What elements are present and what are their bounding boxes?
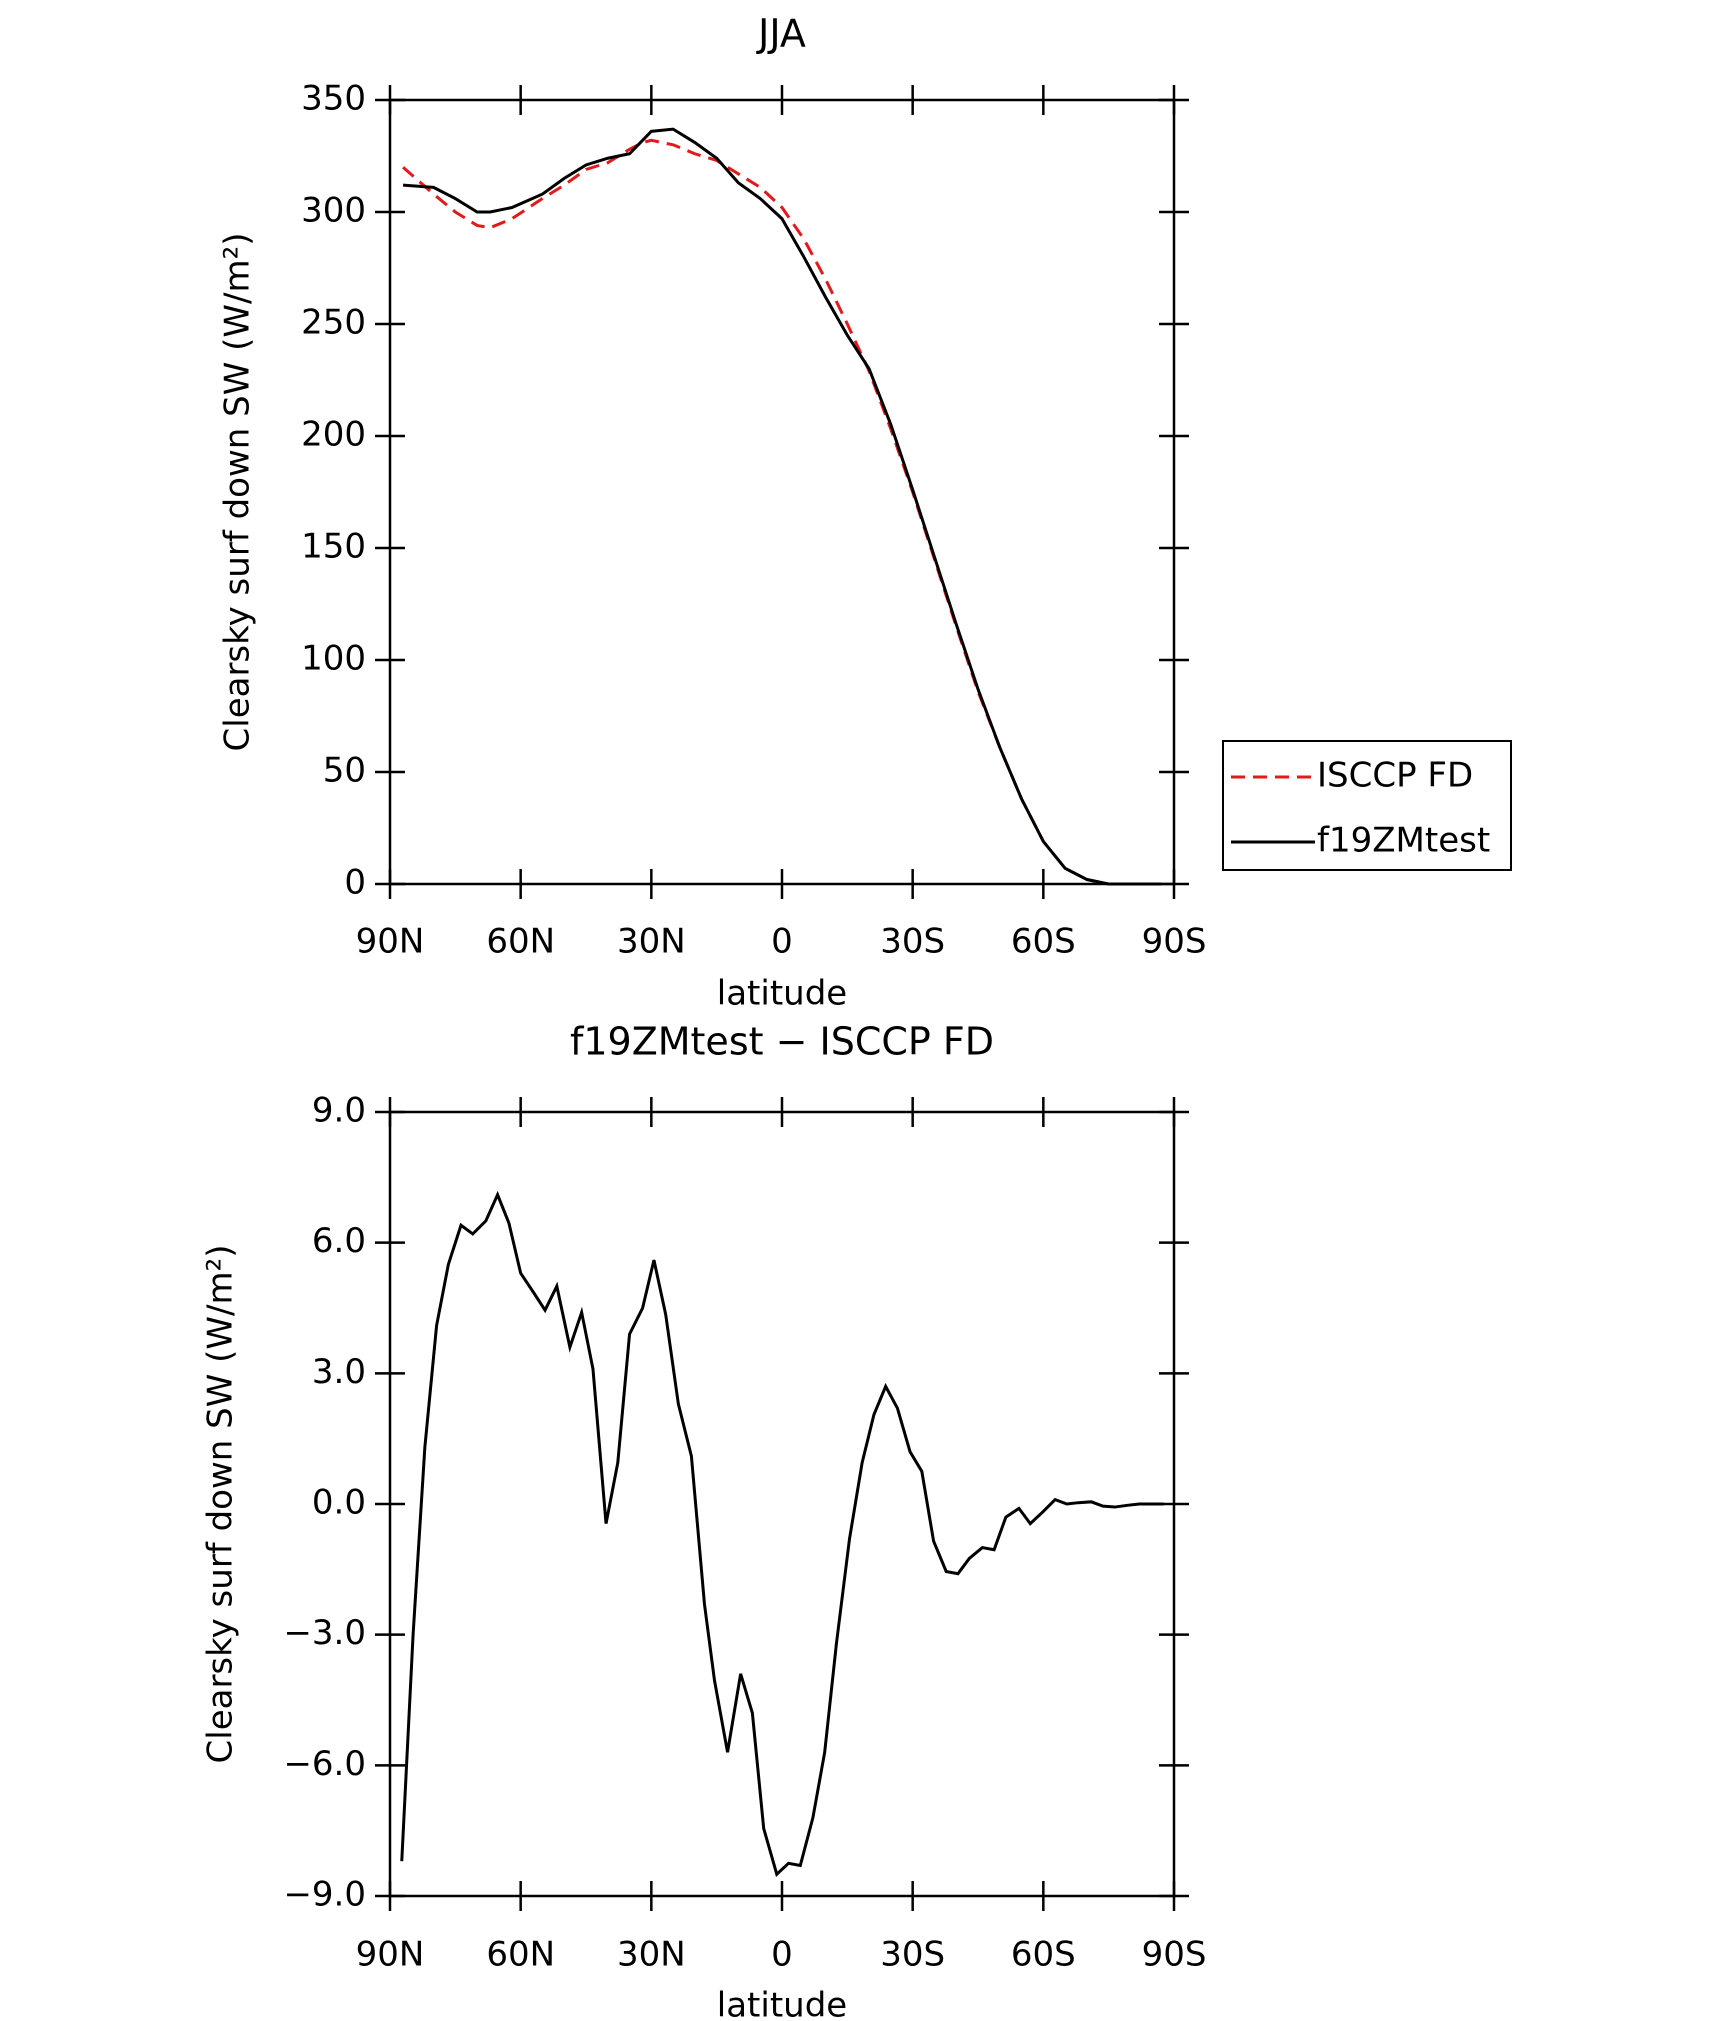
y-tick-label: 0.0 (312, 1483, 366, 1523)
y-tick-label: 200 (301, 415, 366, 455)
legend-box (1222, 740, 1512, 871)
y-tick-label: −6.0 (283, 1744, 366, 1784)
x-tick-label: 60N (486, 1935, 555, 1975)
x-tick-label: 90N (356, 922, 425, 962)
y-tick-label: 6.0 (312, 1221, 366, 1261)
x-axis-label: latitude (717, 1986, 847, 2021)
y-tick-label: 9.0 (312, 1091, 366, 1131)
y-tick-label: −3.0 (283, 1613, 366, 1653)
x-tick-label: 0 (771, 922, 793, 962)
x-tick-label: 90N (356, 1935, 425, 1975)
series-line (402, 138, 1161, 886)
series-line (400, 1190, 1164, 1877)
x-tick-label: 60N (486, 922, 555, 962)
x-tick-label: 0 (771, 1935, 793, 1975)
y-tick-label: 100 (301, 639, 366, 679)
x-axis-label: latitude (717, 974, 847, 1014)
x-tick-label: 60S (1011, 922, 1076, 962)
chart-title: JJA (756, 12, 806, 56)
x-tick-label: 60S (1011, 1935, 1076, 1975)
y-tick-label: 50 (323, 751, 366, 791)
x-tick-label: 30S (880, 1935, 945, 1975)
y-tick-label: 250 (301, 303, 366, 343)
x-tick-label: 90S (1142, 922, 1207, 962)
plot-frame (388, 1110, 1176, 1898)
y-tick-label: 150 (301, 527, 366, 567)
series-line (402, 127, 1161, 886)
y-tick-label: 350 (301, 79, 366, 119)
y-tick-label: 0 (344, 863, 366, 903)
legend-label: ISCCP FD (1317, 756, 1473, 796)
x-tick-label: 30S (880, 922, 945, 962)
x-tick-label: 90S (1142, 1935, 1207, 1975)
x-tick-label: 30N (617, 1935, 686, 1975)
y-tick-label: 300 (301, 191, 366, 231)
legend-label: f19ZMtest (1317, 821, 1490, 861)
chart-title: f19ZMtest − ISCCP FD (570, 1020, 994, 1064)
y-tick-label: 3.0 (312, 1352, 366, 1392)
y-axis-label: Clearsky surf down SW (W/m²) (201, 1245, 241, 1764)
y-axis-label: Clearsky surf down SW (W/m²) (218, 233, 258, 752)
x-tick-label: 30N (617, 922, 686, 962)
y-tick-label: −9.0 (283, 1875, 366, 1915)
